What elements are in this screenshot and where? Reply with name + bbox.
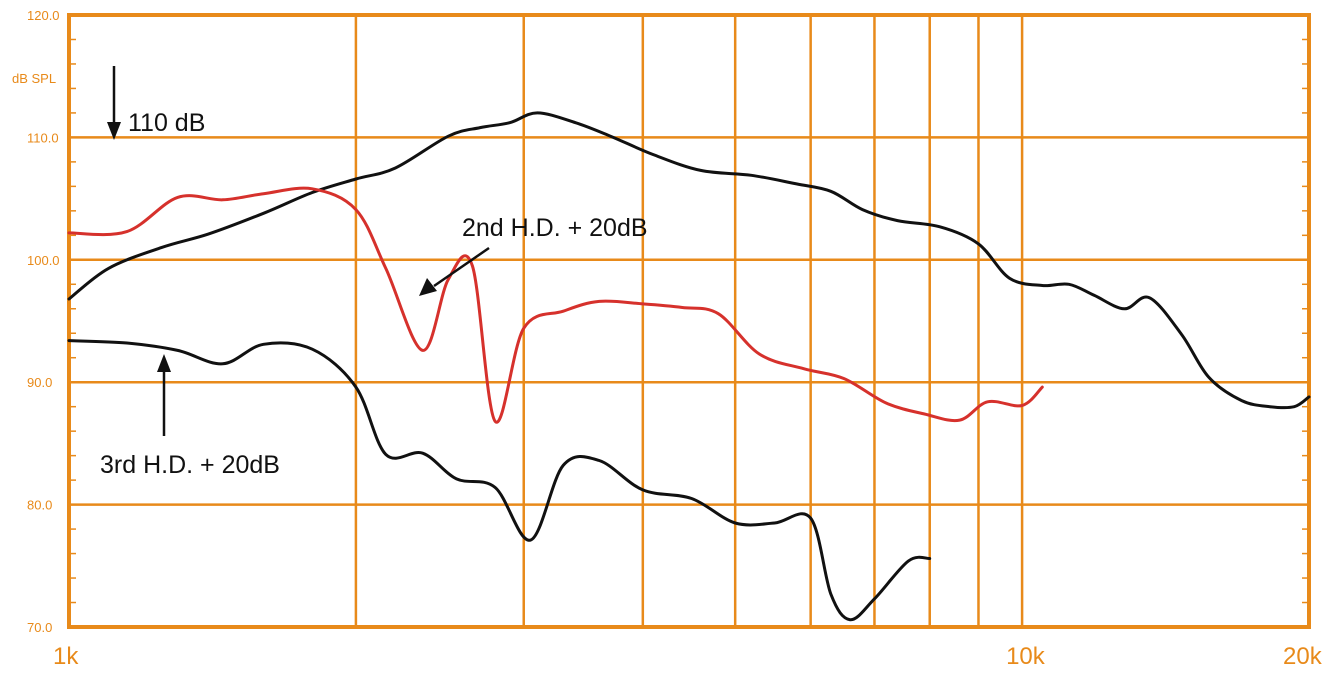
arrow-up-icon: [157, 354, 171, 372]
y-tick-label: 70.0: [27, 620, 52, 635]
reference-110db-label: 110 dB: [128, 109, 205, 137]
arrow-diagonal-icon: [419, 278, 437, 296]
y-tick-labels: 120.0 110.0 100.0 90.0 80.0 70.0: [27, 8, 60, 635]
x-tick-label: 20k: [1283, 643, 1323, 670]
second-hd-arrow-line: [433, 246, 490, 288]
y-tick-label: 90.0: [27, 375, 52, 390]
second-hd-label: 2nd H.D. + 20dB: [462, 214, 648, 242]
series-line-fundamental: [67, 111, 1311, 410]
y-tick-label: 120.0: [27, 8, 60, 23]
series-line-second-hd: [67, 186, 1044, 424]
third-hd-label: 3rd H.D. + 20dB: [100, 451, 280, 479]
data-series: [67, 111, 1311, 622]
y-tick-label: 80.0: [27, 498, 52, 513]
x-tick-labels: 1k 10k 20k: [53, 643, 1323, 670]
x-tick-label: 10k: [1006, 643, 1046, 670]
y-minor-ticks: [69, 38, 1309, 604]
y-tick-label: 100.0: [27, 253, 60, 268]
grid-lines: [69, 15, 1309, 627]
plot-frame: [67, 13, 1311, 629]
x-tick-label: 1k: [53, 643, 79, 670]
series-line-third-hd: [67, 339, 932, 622]
y-unit-label: dB SPL: [12, 71, 56, 86]
y-tick-label: 110.0: [27, 130, 59, 145]
arrow-down-icon: [107, 122, 121, 140]
